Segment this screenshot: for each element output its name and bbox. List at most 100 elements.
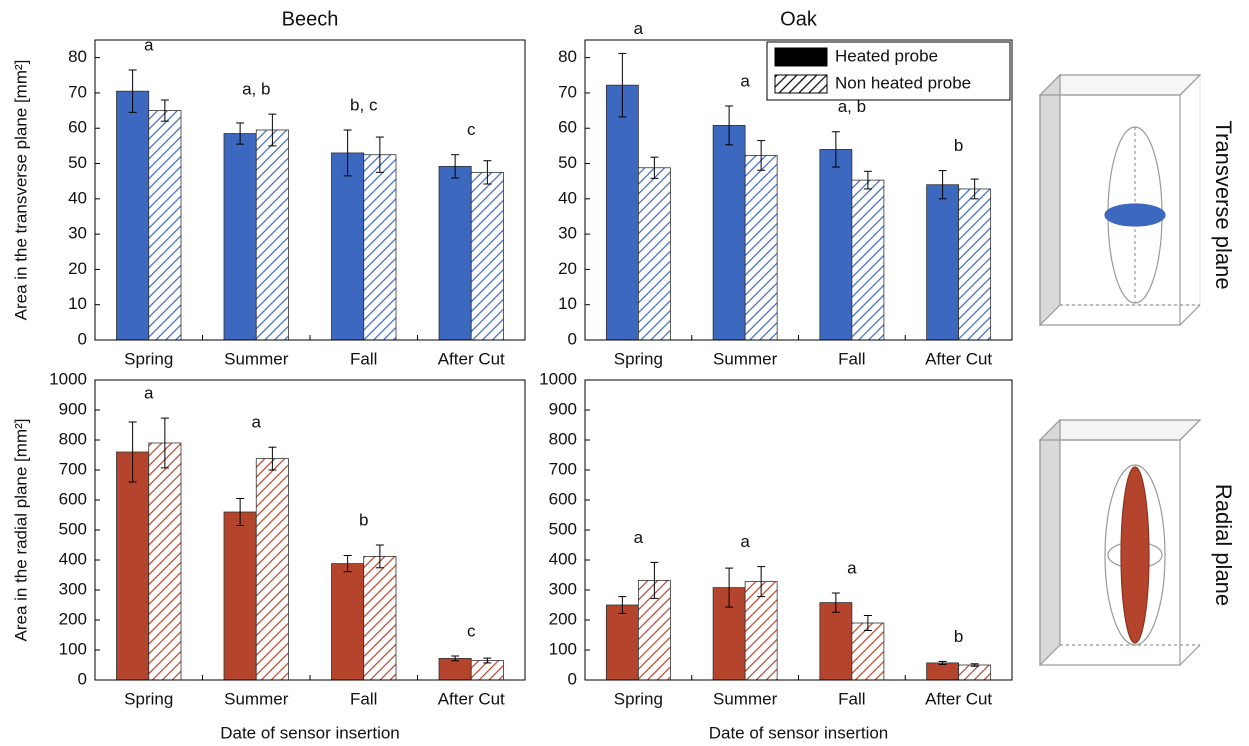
y-axis-label: Area in the radial plane [mm²] xyxy=(11,419,30,642)
bar xyxy=(149,111,181,340)
y-tick-label: 800 xyxy=(549,429,577,448)
bar xyxy=(117,91,149,340)
bar xyxy=(439,166,471,340)
transverse-diagram xyxy=(1040,75,1200,325)
x-tick-label: Spring xyxy=(124,689,173,708)
y-tick-label: 50 xyxy=(558,153,577,172)
y-tick-label: 40 xyxy=(558,188,577,207)
bar xyxy=(606,605,638,680)
x-tick-label: After Cut xyxy=(925,689,992,708)
bar xyxy=(852,180,884,340)
y-tick-label: 0 xyxy=(568,669,577,688)
y-tick-label: 70 xyxy=(68,82,87,101)
y-tick-label: 1000 xyxy=(539,369,577,388)
bar xyxy=(959,665,991,680)
y-axis-label: Area in the transverse plane [mm²] xyxy=(11,60,30,321)
bar xyxy=(439,658,471,680)
x-tick-label: Summer xyxy=(713,349,778,368)
x-tick-label: Summer xyxy=(713,689,778,708)
bar xyxy=(713,125,745,340)
bar xyxy=(927,663,959,680)
y-tick-label: 300 xyxy=(549,579,577,598)
bar xyxy=(224,134,256,340)
y-tick-label: 0 xyxy=(568,329,577,348)
y-tick-label: 0 xyxy=(78,669,87,688)
chart-title: Beech xyxy=(282,8,339,30)
x-tick-label: After Cut xyxy=(438,689,505,708)
significance-letter: b, c xyxy=(350,95,378,114)
figure: Transverse plane Radial plane Beech Area … xyxy=(0,0,1249,746)
bar xyxy=(852,623,884,680)
significance-letter: a xyxy=(634,528,644,547)
x-tick-label: Fall xyxy=(350,689,377,708)
legend-label: Non heated probe xyxy=(835,73,971,92)
bar xyxy=(638,168,670,340)
y-tick-label: 60 xyxy=(68,118,87,137)
y-tick-label: 500 xyxy=(59,519,87,538)
y-tick-label: 200 xyxy=(549,609,577,628)
significance-letter: b xyxy=(954,136,963,155)
x-tick-label: Fall xyxy=(838,349,865,368)
significance-letter: a xyxy=(740,532,750,551)
y-tick-label: 700 xyxy=(59,459,87,478)
y-tick-label: 600 xyxy=(549,489,577,508)
y-tick-label: 30 xyxy=(68,224,87,243)
y-tick-label: 20 xyxy=(558,259,577,278)
bar xyxy=(224,512,256,680)
bar xyxy=(471,661,503,681)
y-tick-label: 300 xyxy=(59,579,87,598)
chart-title: Oak xyxy=(780,8,818,30)
significance-letter: c xyxy=(467,621,476,640)
row-label: Transverse plane xyxy=(1211,120,1236,289)
x-tick-label: Spring xyxy=(124,349,173,368)
y-tick-label: 10 xyxy=(558,294,577,313)
bar xyxy=(149,443,181,680)
x-tick-label: Summer xyxy=(224,689,289,708)
x-tick-label: After Cut xyxy=(925,349,992,368)
bar xyxy=(256,130,288,340)
y-tick-label: 900 xyxy=(549,399,577,418)
bar xyxy=(471,172,503,340)
significance-letter: a xyxy=(144,384,154,403)
x-tick-label: Spring xyxy=(614,689,663,708)
significance-letter: a xyxy=(634,19,644,38)
row-label: Radial plane xyxy=(1211,484,1236,606)
y-tick-label: 600 xyxy=(59,489,87,508)
significance-letter: a xyxy=(740,71,750,90)
y-tick-label: 10 xyxy=(68,294,87,313)
bar xyxy=(820,603,852,680)
y-tick-label: 20 xyxy=(68,259,87,278)
bar xyxy=(364,155,396,340)
bar xyxy=(820,149,852,340)
legend-swatch xyxy=(775,48,827,66)
x-tick-label: Spring xyxy=(614,349,663,368)
y-tick-label: 0 xyxy=(78,329,87,348)
x-tick-label: Summer xyxy=(224,349,289,368)
radial-diagram xyxy=(1040,420,1200,665)
significance-letter: b xyxy=(954,627,963,646)
legend-swatch xyxy=(775,75,827,93)
y-tick-label: 80 xyxy=(558,47,577,66)
bar xyxy=(256,459,288,680)
y-tick-label: 800 xyxy=(59,429,87,448)
bar xyxy=(606,85,638,340)
bar xyxy=(332,564,364,680)
bar xyxy=(959,189,991,340)
y-tick-label: 500 xyxy=(549,519,577,538)
x-tick-label: After Cut xyxy=(438,349,505,368)
significance-letter: a xyxy=(144,35,154,54)
bar xyxy=(117,452,149,680)
y-tick-label: 900 xyxy=(59,399,87,418)
y-tick-label: 400 xyxy=(59,549,87,568)
bar xyxy=(364,556,396,680)
bar xyxy=(927,185,959,340)
y-tick-label: 100 xyxy=(549,639,577,658)
legend-label: Heated probe xyxy=(835,46,938,65)
significance-letter: b xyxy=(359,510,368,529)
y-tick-label: 80 xyxy=(68,47,87,66)
y-tick-label: 30 xyxy=(558,224,577,243)
x-tick-label: Fall xyxy=(350,349,377,368)
bar xyxy=(332,153,364,340)
significance-letter: c xyxy=(467,120,476,139)
significance-letter: a xyxy=(847,558,857,577)
